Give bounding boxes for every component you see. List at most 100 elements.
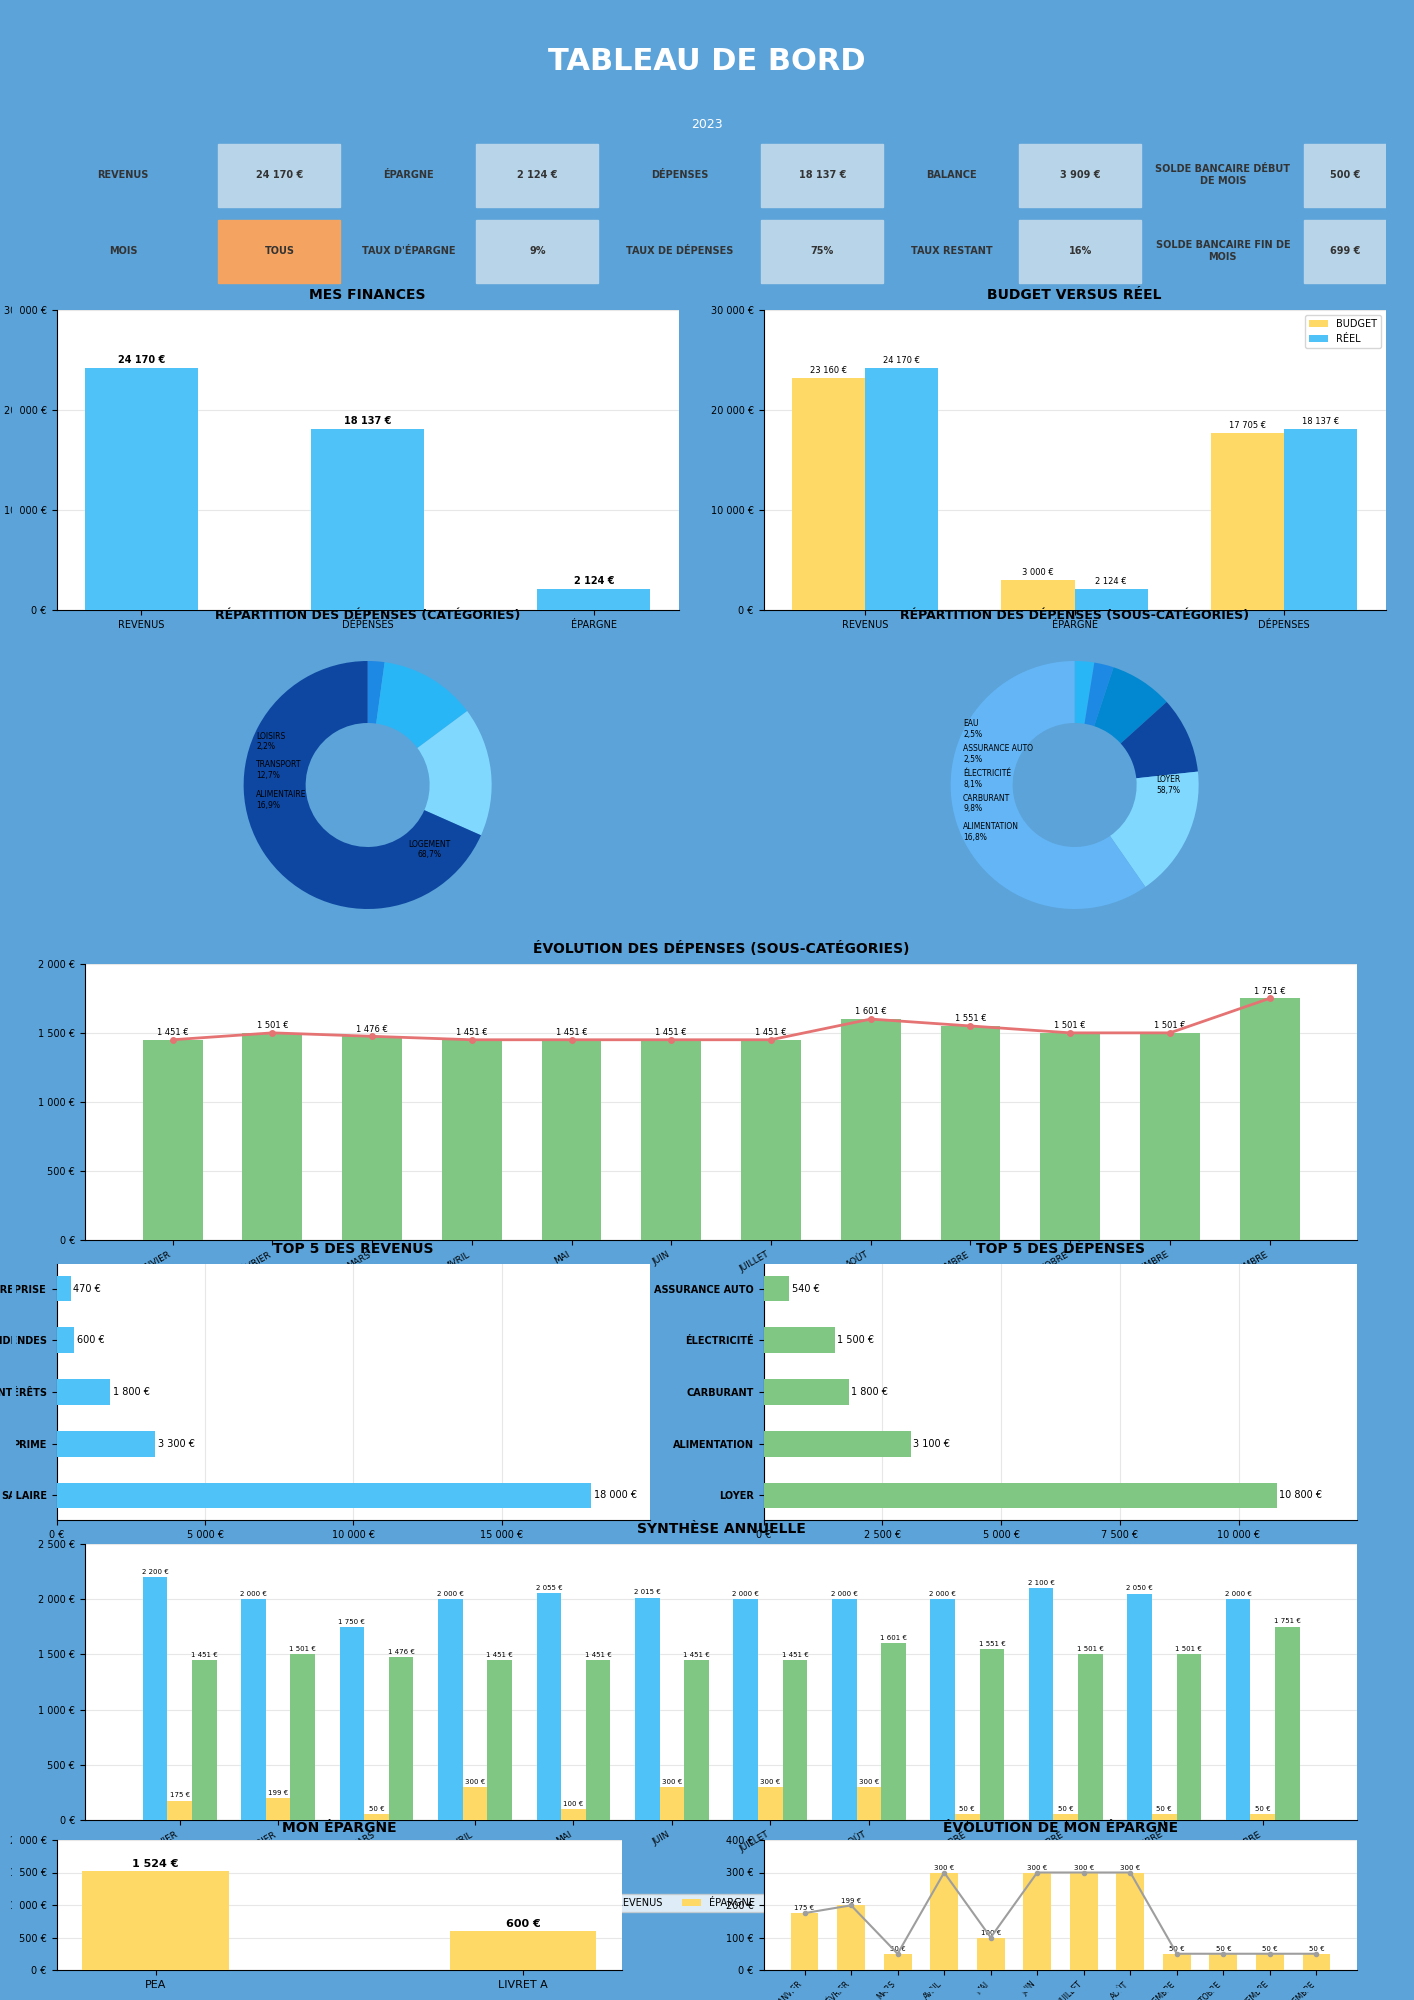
Text: 10 800 €: 10 800 € [1280, 1490, 1322, 1500]
Bar [1250, 1814, 1275, 1820]
Bar [741, 1040, 800, 1240]
Bar [1001, 580, 1075, 610]
Text: 9%: 9% [529, 246, 546, 256]
Text: 16%: 16% [1069, 246, 1092, 256]
Bar [218, 144, 341, 206]
Title: BUDGET VERSUS RÉEL: BUDGET VERSUS RÉEL [987, 288, 1162, 302]
Text: 600 €: 600 € [506, 1920, 540, 1930]
Text: 3 909 €: 3 909 € [1060, 170, 1100, 180]
Bar [57, 1430, 154, 1456]
Bar [561, 1808, 585, 1820]
Text: REVENUS: REVENUS [98, 170, 148, 180]
Text: 1 601 €: 1 601 € [880, 1636, 906, 1642]
Bar [954, 1814, 980, 1820]
Text: 1 451 €: 1 451 € [556, 1028, 587, 1038]
Text: SOLDE BANCAIRE FIN DE
MOIS: SOLDE BANCAIRE FIN DE MOIS [1155, 240, 1290, 262]
Wedge shape [1085, 662, 1114, 726]
Text: 1 750 €: 1 750 € [338, 1618, 365, 1624]
Bar [143, 1040, 202, 1240]
Text: 50 €: 50 € [1157, 1806, 1172, 1812]
Bar [488, 1660, 512, 1820]
Text: 470 €: 470 € [74, 1284, 102, 1294]
Bar [930, 1600, 954, 1820]
Wedge shape [243, 660, 481, 908]
Bar [764, 1276, 789, 1302]
Title: TOP 5 DES REVENUS: TOP 5 DES REVENUS [273, 1242, 434, 1256]
Text: 1 524 €: 1 524 € [133, 1858, 180, 1868]
Bar [1053, 1814, 1077, 1820]
Wedge shape [1121, 702, 1198, 778]
Text: 175 €: 175 € [795, 1906, 814, 1912]
Text: 1 501 €: 1 501 € [1077, 1646, 1104, 1652]
Text: MOIS: MOIS [109, 246, 137, 256]
Bar [266, 1798, 290, 1820]
Text: 24 170 €: 24 170 € [256, 170, 303, 180]
Text: 1 751 €: 1 751 € [1274, 1618, 1301, 1624]
Text: 1 501 €: 1 501 € [256, 1022, 288, 1030]
Text: 1 476 €: 1 476 € [387, 1648, 414, 1654]
Text: 2023: 2023 [691, 118, 723, 132]
Bar [1210, 432, 1284, 610]
Bar [659, 1786, 684, 1820]
Bar [1070, 1872, 1097, 1970]
Text: TAUX RESTANT: TAUX RESTANT [911, 246, 993, 256]
Bar [1140, 1032, 1200, 1240]
Title: MON ÉPARGNE: MON ÉPARGNE [281, 1820, 397, 1834]
Bar [477, 220, 598, 282]
Bar [1226, 1600, 1250, 1820]
Text: ALIMENTAIRE
16,9%: ALIMENTAIRE 16,9% [256, 790, 307, 810]
Bar [940, 1026, 1000, 1240]
Text: 2 000 €: 2 000 € [1225, 1590, 1251, 1596]
Text: 1 501 €: 1 501 € [1055, 1022, 1086, 1030]
Text: EAU
2,5%: EAU 2,5% [963, 720, 983, 738]
Bar [1029, 1588, 1053, 1820]
Text: 2 000 €: 2 000 € [929, 1590, 956, 1596]
Text: 50 €: 50 € [369, 1806, 385, 1812]
Bar [761, 220, 884, 282]
Text: 199 €: 199 € [267, 1790, 288, 1796]
Text: LOYER
58,7%: LOYER 58,7% [1155, 776, 1181, 794]
Text: 300 €: 300 € [761, 1778, 781, 1784]
Title: ÉVOLUTION DE MON ÉPARGNE: ÉVOLUTION DE MON ÉPARGNE [943, 1820, 1178, 1834]
Bar [783, 1660, 807, 1820]
Bar [85, 368, 198, 610]
Text: ALIMENTATION
16,8%: ALIMENTATION 16,8% [963, 822, 1019, 842]
Text: 75%: 75% [810, 246, 834, 256]
Bar [764, 1430, 911, 1456]
Text: TOUS: TOUS [264, 246, 294, 256]
Bar [684, 1660, 708, 1820]
Text: 50 €: 50 € [960, 1806, 976, 1812]
Text: 1 751 €: 1 751 € [1254, 986, 1285, 996]
Bar [758, 1786, 783, 1820]
Text: 1 500 €: 1 500 € [837, 1336, 874, 1346]
Text: 18 137 €: 18 137 € [344, 416, 392, 426]
Bar [290, 1654, 315, 1820]
Text: ASSURANCE AUTO
2,5%: ASSURANCE AUTO 2,5% [963, 744, 1034, 764]
Text: 300 €: 300 € [1073, 1864, 1094, 1870]
Bar [1127, 1594, 1152, 1820]
Text: 2 050 €: 2 050 € [1126, 1586, 1152, 1592]
Text: ÉLECTRICITÉ
8,1%: ÉLECTRICITÉ 8,1% [963, 770, 1011, 788]
Text: TABLEAU DE BORD: TABLEAU DE BORD [549, 48, 865, 76]
Text: 1 476 €: 1 476 € [356, 1024, 387, 1034]
Bar [82, 1870, 229, 1970]
Bar [167, 1800, 192, 1820]
Bar [536, 1594, 561, 1820]
Text: 1 451 €: 1 451 € [683, 1652, 710, 1658]
Bar [57, 1276, 71, 1302]
Text: 1 601 €: 1 601 € [855, 1008, 887, 1016]
Text: 23 160 €: 23 160 € [810, 366, 847, 376]
Bar [764, 1380, 848, 1404]
Text: 1 501 €: 1 501 € [1154, 1022, 1186, 1030]
Bar [1304, 220, 1386, 282]
Bar [443, 1040, 502, 1240]
Text: 50 €: 50 € [1263, 1946, 1278, 1952]
Bar [57, 1380, 110, 1404]
Bar [1077, 1654, 1103, 1820]
Bar [884, 1954, 912, 1970]
Text: 199 €: 199 € [841, 1898, 861, 1904]
Text: CARBURANT
9,8%: CARBURANT 9,8% [963, 794, 1010, 814]
Text: 2 055 €: 2 055 € [536, 1584, 563, 1590]
Bar [1284, 428, 1357, 610]
Bar [734, 1600, 758, 1820]
